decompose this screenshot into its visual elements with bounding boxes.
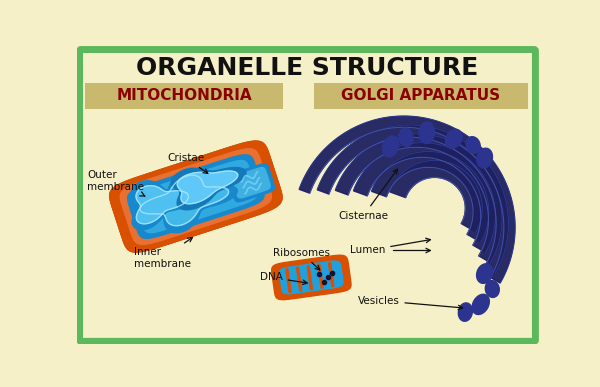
- Polygon shape: [299, 116, 515, 283]
- Text: Cisternae: Cisternae: [338, 169, 397, 221]
- Polygon shape: [445, 129, 462, 148]
- FancyBboxPatch shape: [85, 83, 283, 109]
- FancyBboxPatch shape: [314, 83, 528, 109]
- Polygon shape: [110, 141, 282, 252]
- Polygon shape: [136, 186, 188, 224]
- Polygon shape: [371, 152, 489, 242]
- Polygon shape: [110, 141, 282, 252]
- Text: Outer
membrane: Outer membrane: [87, 170, 145, 196]
- Polygon shape: [172, 168, 246, 210]
- Text: Inner
membrane: Inner membrane: [134, 238, 193, 269]
- Text: MITOCHONDRIA: MITOCHONDRIA: [116, 88, 252, 103]
- Polygon shape: [140, 175, 229, 226]
- Polygon shape: [472, 294, 490, 315]
- Text: Cristae: Cristae: [167, 153, 208, 173]
- Polygon shape: [120, 149, 271, 245]
- Polygon shape: [317, 125, 508, 273]
- Polygon shape: [114, 144, 278, 249]
- Polygon shape: [419, 122, 434, 144]
- Polygon shape: [131, 181, 196, 230]
- Polygon shape: [128, 155, 264, 238]
- Text: DNA: DNA: [260, 272, 307, 284]
- Polygon shape: [272, 255, 351, 300]
- Polygon shape: [335, 134, 502, 263]
- Polygon shape: [466, 137, 480, 153]
- Polygon shape: [399, 128, 413, 146]
- Polygon shape: [477, 148, 493, 168]
- Polygon shape: [389, 160, 482, 232]
- Polygon shape: [177, 171, 238, 204]
- Polygon shape: [485, 281, 499, 298]
- Polygon shape: [118, 147, 274, 247]
- Text: GOLGI APPARATUS: GOLGI APPARATUS: [341, 88, 500, 103]
- Polygon shape: [135, 161, 257, 233]
- Polygon shape: [476, 264, 493, 283]
- Text: ORGANELLE STRUCTURE: ORGANELLE STRUCTURE: [136, 56, 479, 80]
- Text: Vesicles: Vesicles: [358, 296, 463, 310]
- Polygon shape: [383, 136, 399, 157]
- Polygon shape: [280, 261, 343, 294]
- Polygon shape: [232, 168, 270, 198]
- Text: Lumen: Lumen: [350, 238, 430, 255]
- Polygon shape: [131, 168, 237, 233]
- Polygon shape: [458, 303, 472, 321]
- Polygon shape: [228, 164, 275, 202]
- Text: Ribosomes: Ribosomes: [273, 248, 330, 270]
- Polygon shape: [353, 143, 496, 252]
